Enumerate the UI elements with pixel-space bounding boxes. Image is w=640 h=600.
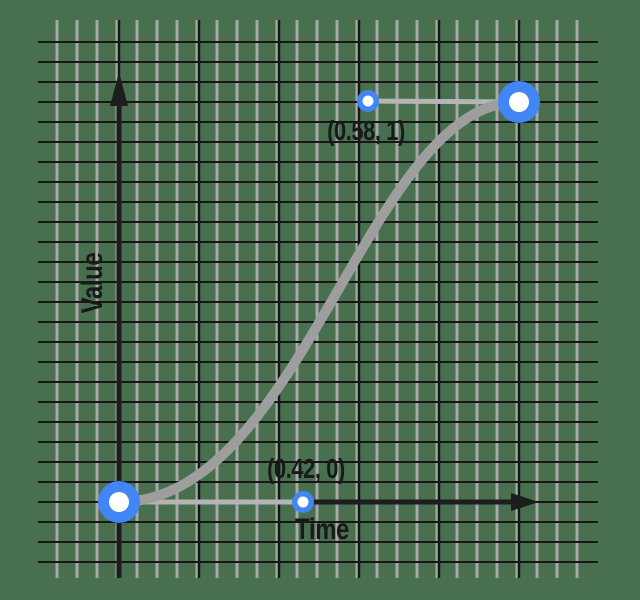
control-point-2-handle-center bbox=[362, 95, 374, 107]
control-point-1-label: (0.42, 0) bbox=[267, 453, 345, 484]
y-axis-arrow-icon bbox=[110, 72, 128, 106]
control-point-1-handle[interactable] bbox=[292, 491, 314, 513]
start-point-handle-center bbox=[109, 492, 129, 512]
x-axis-label: Time bbox=[295, 513, 349, 546]
end-point-handle-center bbox=[509, 92, 529, 112]
control-point-2-label: (0.58, 1) bbox=[327, 115, 405, 146]
end-point-handle[interactable] bbox=[498, 81, 540, 123]
y-axis-label: Value bbox=[76, 252, 109, 314]
easing-curve bbox=[114, 96, 524, 507]
x-axis-arrow-icon bbox=[511, 493, 539, 511]
control-point-1-handle-center bbox=[297, 496, 309, 508]
grid bbox=[38, 20, 598, 578]
start-point-handle[interactable] bbox=[98, 481, 140, 523]
control-point-2-handle[interactable] bbox=[357, 90, 379, 112]
